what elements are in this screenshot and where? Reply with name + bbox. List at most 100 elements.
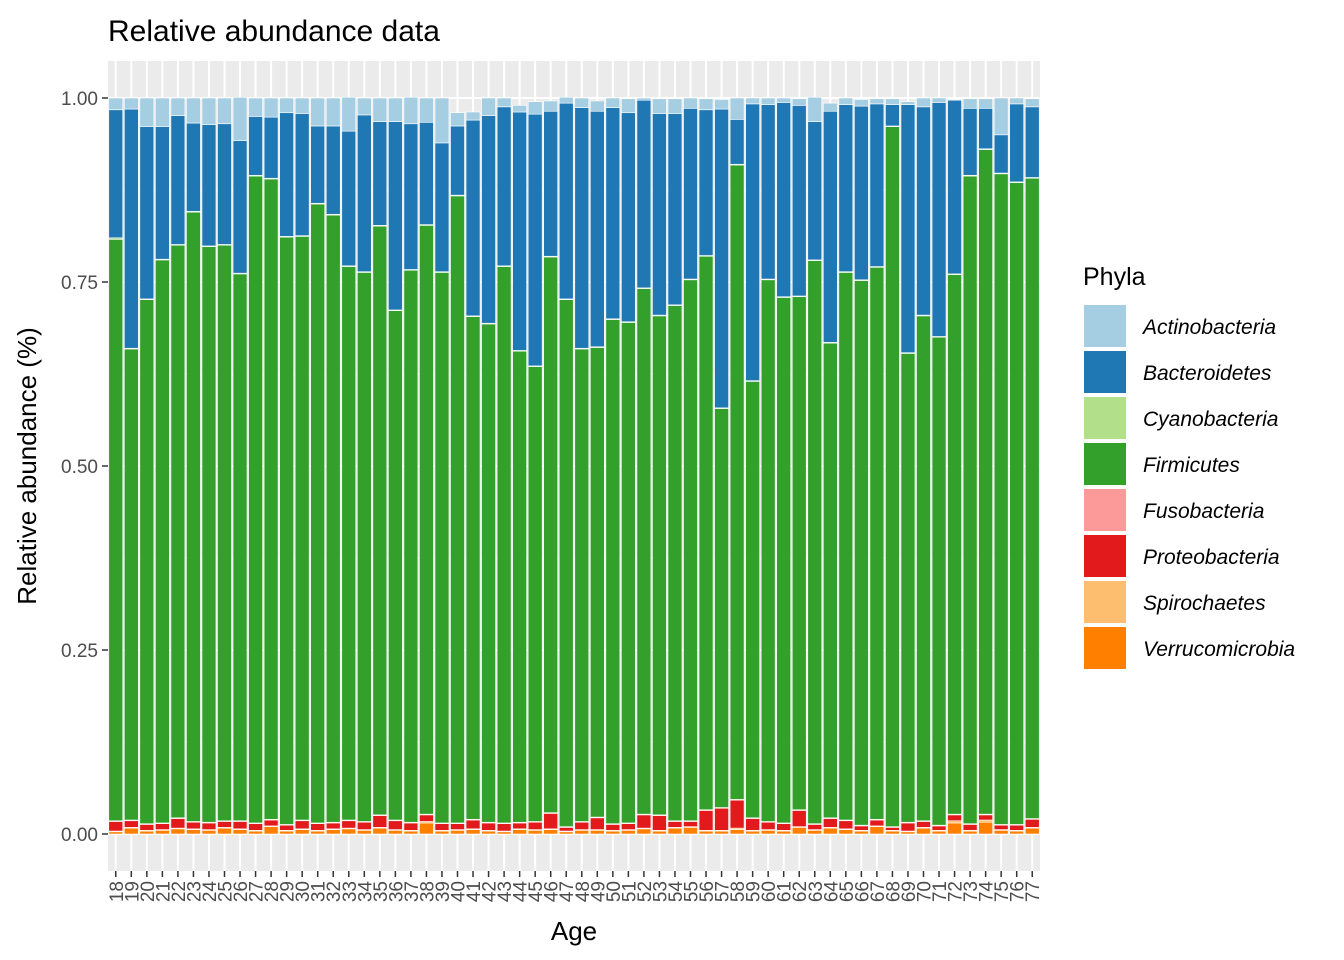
bar-segment-bacteroidetes bbox=[993, 134, 1009, 174]
y-tick-label: 0.00 bbox=[61, 825, 98, 846]
bar-segment-firmicutes bbox=[683, 279, 698, 822]
bar-stack-age-24 bbox=[201, 97, 217, 835]
x-tick-label: 30 bbox=[293, 881, 314, 902]
bar-segment-firmicutes bbox=[294, 236, 310, 821]
x-tick-label: 40 bbox=[449, 881, 470, 902]
bar-segment-bacteroidetes bbox=[388, 121, 403, 311]
bar-segment-verrucomicrobia bbox=[465, 829, 481, 835]
bar-segment-proteobacteria bbox=[791, 810, 807, 827]
x-tick-label: 67 bbox=[868, 881, 889, 902]
bar-segment-actinobacteria bbox=[279, 97, 294, 114]
x-tick-label: 61 bbox=[775, 881, 796, 902]
bar-segment-firmicutes bbox=[325, 214, 341, 823]
bar-segment-bacteroidetes bbox=[357, 114, 372, 272]
bar-stack-age-60 bbox=[760, 97, 776, 835]
bar-segment-proteobacteria bbox=[1024, 818, 1040, 828]
bar-stack-age-74 bbox=[978, 98, 993, 835]
bar-segment-actinobacteria bbox=[496, 97, 512, 108]
x-tick-label: 31 bbox=[309, 881, 330, 902]
bar-segment-bacteroidetes bbox=[527, 113, 543, 367]
bar-stack-age-73 bbox=[962, 98, 978, 835]
bar-segment-bacteroidetes bbox=[139, 126, 155, 300]
bar-stack-age-36 bbox=[388, 97, 403, 835]
bar-segment-actinobacteria bbox=[791, 98, 807, 106]
bar-segment-proteobacteria bbox=[108, 821, 124, 832]
bar-segment-actinobacteria bbox=[248, 97, 263, 117]
x-tick-label: 44 bbox=[511, 881, 532, 903]
bar-segment-firmicutes bbox=[729, 164, 745, 800]
bar-stack-age-55 bbox=[683, 97, 698, 835]
bar-segment-proteobacteria bbox=[605, 824, 621, 831]
bar-segment-verrucomicrobia bbox=[186, 829, 201, 835]
bar-segment-verrucomicrobia bbox=[667, 827, 683, 835]
bar-segment-bacteroidetes bbox=[481, 115, 496, 324]
x-tick-label: 22 bbox=[169, 881, 190, 902]
bar-segment-actinobacteria bbox=[714, 99, 729, 110]
bar-segment-verrucomicrobia bbox=[605, 830, 621, 835]
bar-stack-age-66 bbox=[854, 99, 869, 835]
bar-segment-proteobacteria bbox=[357, 821, 372, 830]
bar-segment-firmicutes bbox=[574, 348, 590, 822]
bar-segment-verrucomicrobia bbox=[481, 830, 496, 835]
bar-segment-firmicutes bbox=[621, 322, 636, 824]
bar-segment-verrucomicrobia bbox=[294, 829, 310, 835]
bar-segment-actinobacteria bbox=[1009, 97, 1024, 105]
bar-segment-bacteroidetes bbox=[248, 116, 263, 176]
bar-segment-verrucomicrobia bbox=[108, 831, 124, 835]
legend-item-proteobacteria: Proteobacteria bbox=[1082, 533, 1280, 579]
bar-segment-proteobacteria bbox=[279, 824, 294, 831]
bar-segment-verrucomicrobia bbox=[978, 821, 993, 835]
x-tick-label: 47 bbox=[557, 881, 578, 902]
bar-segment-actinobacteria bbox=[108, 97, 124, 111]
bar-segment-verrucomicrobia bbox=[900, 831, 916, 835]
bar-segment-actinobacteria bbox=[155, 97, 170, 128]
bar-segment-actinobacteria bbox=[170, 97, 186, 116]
bar-stack-age-18 bbox=[108, 97, 124, 835]
bar-stack-age-47 bbox=[558, 96, 574, 835]
bar-segment-proteobacteria bbox=[776, 823, 791, 831]
bar-segment-verrucomicrobia bbox=[434, 830, 450, 835]
bar-stack-age-77 bbox=[1024, 98, 1040, 835]
bar-segment-proteobacteria bbox=[450, 823, 465, 830]
bar-segment-actinobacteria bbox=[294, 97, 310, 114]
bar-segment-proteobacteria bbox=[465, 819, 481, 830]
bar-segment-verrucomicrobia bbox=[155, 830, 170, 835]
bar-segment-verrucomicrobia bbox=[232, 829, 248, 835]
bar-segment-verrucomicrobia bbox=[760, 830, 776, 835]
bar-segment-actinobacteria bbox=[838, 97, 854, 105]
bar-segment-verrucomicrobia bbox=[543, 829, 558, 835]
bar-segment-actinobacteria bbox=[1024, 98, 1040, 108]
bar-stack-age-63 bbox=[807, 96, 823, 835]
bar-segment-actinobacteria bbox=[388, 97, 403, 122]
bar-segment-actinobacteria bbox=[263, 97, 279, 118]
bar-segment-verrucomicrobia bbox=[388, 830, 403, 835]
bar-segment-actinobacteria bbox=[760, 97, 776, 105]
bar-segment-bacteroidetes bbox=[403, 123, 419, 270]
legend-item-fusobacteria: Fusobacteria bbox=[1082, 487, 1264, 533]
legend-label: Actinobacteria bbox=[1141, 316, 1276, 339]
bar-segment-actinobacteria bbox=[621, 98, 636, 114]
bar-segment-actinobacteria bbox=[667, 98, 683, 114]
bar-segment-firmicutes bbox=[993, 173, 1009, 825]
bar-stack-age-68 bbox=[885, 98, 900, 835]
bar-segment-actinobacteria bbox=[403, 96, 419, 125]
bar-segment-actinobacteria bbox=[683, 97, 698, 109]
x-tick-label: 62 bbox=[790, 881, 811, 902]
bar-segment-bacteroidetes bbox=[108, 109, 124, 239]
bar-segment-bacteroidetes bbox=[947, 99, 962, 275]
bar-segment-bacteroidetes bbox=[776, 102, 791, 298]
bar-stack-age-30 bbox=[294, 97, 310, 835]
bar-segment-firmicutes bbox=[558, 299, 574, 827]
y-axis-title: Relative abundance (%) bbox=[12, 327, 42, 605]
x-tick-label: 41 bbox=[464, 881, 485, 902]
legend-swatch bbox=[1082, 625, 1128, 671]
bar-stack-age-70 bbox=[916, 97, 931, 835]
bar-segment-verrucomicrobia bbox=[496, 831, 512, 835]
bar-segment-firmicutes bbox=[605, 319, 621, 824]
bar-segment-verrucomicrobia bbox=[263, 826, 279, 835]
x-tick-label: 24 bbox=[200, 881, 221, 903]
x-tick-label: 23 bbox=[184, 881, 205, 902]
bar-segment-proteobacteria bbox=[667, 821, 683, 828]
bar-segment-actinobacteria bbox=[807, 96, 823, 122]
bar-segment-firmicutes bbox=[357, 272, 372, 822]
